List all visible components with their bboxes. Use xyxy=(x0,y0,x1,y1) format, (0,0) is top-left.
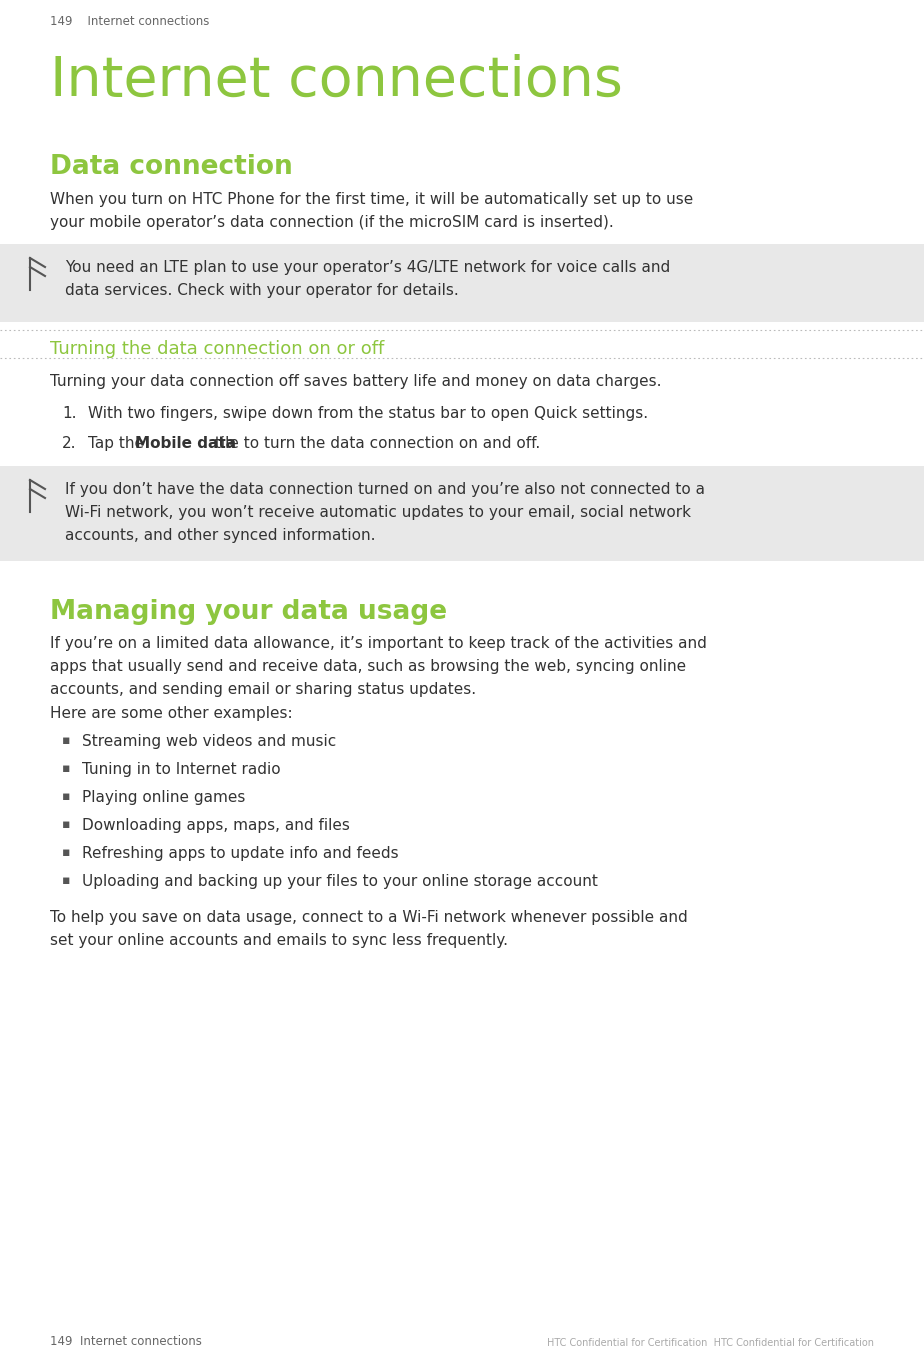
FancyBboxPatch shape xyxy=(0,244,924,322)
Text: data services. Check with your operator for details.: data services. Check with your operator … xyxy=(65,282,458,297)
Text: ▪: ▪ xyxy=(62,790,70,803)
Text: 2.: 2. xyxy=(62,436,77,451)
Text: Tap the: Tap the xyxy=(88,436,149,451)
Text: Mobile data: Mobile data xyxy=(135,436,236,451)
Text: When you turn on HTC Phone for the first time, it will be automatically set up t: When you turn on HTC Phone for the first… xyxy=(50,192,693,207)
Text: Refreshing apps to update info and feeds: Refreshing apps to update info and feeds xyxy=(82,846,398,861)
Text: You need an LTE plan to use your operator’s 4G/LTE network for voice calls and: You need an LTE plan to use your operato… xyxy=(65,261,670,276)
Text: 149  Internet connections: 149 Internet connections xyxy=(50,1335,201,1348)
Text: your mobile operator’s data connection (if the microSIM card is inserted).: your mobile operator’s data connection (… xyxy=(50,216,614,231)
Text: Turning your data connection off saves battery life and money on data charges.: Turning your data connection off saves b… xyxy=(50,374,662,389)
Text: With two fingers, swipe down from the status bar to open Quick settings.: With two fingers, swipe down from the st… xyxy=(88,406,648,421)
Text: HTC Confidential for Certification  HTC Confidential for Certification: HTC Confidential for Certification HTC C… xyxy=(547,1338,874,1348)
FancyBboxPatch shape xyxy=(0,466,924,561)
Text: Uploading and backing up your files to your online storage account: Uploading and backing up your files to y… xyxy=(82,874,598,889)
Text: Internet connections: Internet connections xyxy=(50,55,623,108)
Text: accounts, and other synced information.: accounts, and other synced information. xyxy=(65,528,375,543)
Text: To help you save on data usage, connect to a Wi‑Fi network whenever possible and: To help you save on data usage, connect … xyxy=(50,910,687,925)
Text: accounts, and sending email or sharing status updates.: accounts, and sending email or sharing s… xyxy=(50,682,476,697)
Text: 1.: 1. xyxy=(62,406,77,421)
Text: 149    Internet connections: 149 Internet connections xyxy=(50,15,210,29)
Text: ▪: ▪ xyxy=(62,874,70,887)
Text: Here are some other examples:: Here are some other examples: xyxy=(50,707,293,722)
Text: Playing online games: Playing online games xyxy=(82,790,246,805)
Text: Turning the data connection on or off: Turning the data connection on or off xyxy=(50,340,384,357)
Text: Data connection: Data connection xyxy=(50,154,293,180)
Text: ▪: ▪ xyxy=(62,762,70,775)
Text: If you don’t have the data connection turned on and you’re also not connected to: If you don’t have the data connection tu… xyxy=(65,481,705,496)
Text: apps that usually send and receive data, such as browsing the web, syncing onlin: apps that usually send and receive data,… xyxy=(50,659,687,674)
Text: ▪: ▪ xyxy=(62,818,70,831)
Text: Downloading apps, maps, and files: Downloading apps, maps, and files xyxy=(82,818,350,833)
Text: Tuning in to Internet radio: Tuning in to Internet radio xyxy=(82,762,281,777)
Text: ▪: ▪ xyxy=(62,846,70,859)
Text: tile to turn the data connection on and off.: tile to turn the data connection on and … xyxy=(210,436,540,451)
Text: If you’re on a limited data allowance, it’s important to keep track of the activ: If you’re on a limited data allowance, i… xyxy=(50,636,707,651)
Text: Wi‑Fi network, you won’t receive automatic updates to your email, social network: Wi‑Fi network, you won’t receive automat… xyxy=(65,505,691,520)
Text: ▪: ▪ xyxy=(62,734,70,747)
Text: set your online accounts and emails to sync less frequently.: set your online accounts and emails to s… xyxy=(50,933,508,948)
Text: Streaming web videos and music: Streaming web videos and music xyxy=(82,734,336,749)
Text: Managing your data usage: Managing your data usage xyxy=(50,599,447,625)
